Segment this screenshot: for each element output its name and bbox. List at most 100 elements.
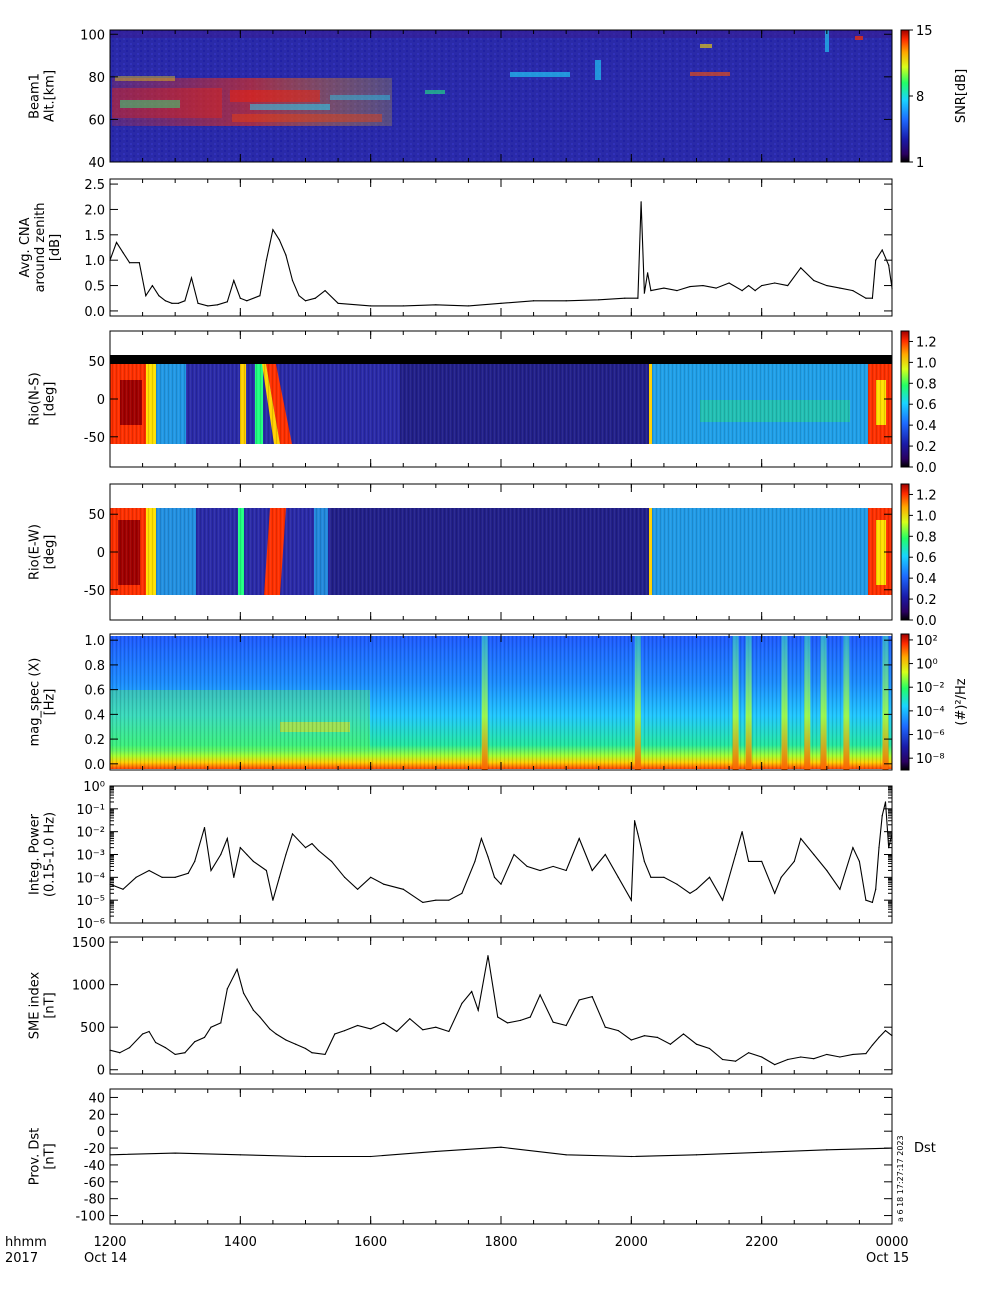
integ-power-data-point [689, 892, 691, 894]
sme-index-data-point [259, 1016, 261, 1018]
sme-index-data-point [682, 1033, 685, 1035]
cna-data-point [177, 302, 180, 304]
cna-data-point [598, 299, 600, 301]
integ-power-data-point [239, 847, 241, 849]
cna-data-point [265, 259, 267, 261]
sme-index-data-point [435, 1026, 437, 1028]
cna-data-point [839, 287, 841, 289]
prov-dst-ytick-label: -80 [84, 1193, 105, 1208]
cna-data-point [774, 282, 776, 284]
rio-ns-colorbar-label: 0.2 [916, 440, 937, 455]
integ-power-data-point [881, 815, 883, 817]
rio-ew-colorbar-label: 1.2 [916, 488, 937, 503]
integ-power-data-point [226, 837, 228, 840]
time-tick-label: 2000 [615, 1235, 648, 1250]
mag-spec-burst [781, 636, 788, 770]
beam1-colorbar-label: 8 [916, 90, 924, 105]
integ-power-data-point [291, 833, 294, 835]
cna-data-point [233, 279, 235, 282]
beam1-ytick-label: 40 [88, 156, 105, 171]
rio-ns-colorbar-label: 1.0 [916, 356, 937, 371]
cna-data-point [500, 302, 502, 304]
rio-ew-ytick-label: 0 [97, 546, 105, 561]
beam1-colorbar: 1 8 15 SNR[dB] [900, 24, 969, 171]
cna-data-point [272, 229, 274, 231]
integ-power-data-point [246, 853, 248, 856]
cna-data-point [640, 201, 642, 203]
integ-power-ytick-label: 10⁻¹ [76, 803, 105, 818]
rio-ew-colorbar-label: 1.0 [916, 509, 937, 524]
rio-ns-colorbar-label: 0.0 [916, 461, 937, 476]
integ-power-data-point [233, 876, 235, 878]
integ-power-data-point [875, 888, 877, 890]
integ-power-data-point [357, 888, 359, 890]
sme-index-data-point [383, 1022, 385, 1024]
integ-power-data-point [708, 876, 711, 878]
rio-ns-ytick-label: 50 [88, 355, 105, 370]
integ-power-data-point [813, 853, 815, 856]
sme-index-data-point [370, 1028, 372, 1030]
integ-power-ylabel: Integ. Power [28, 813, 43, 895]
beam1-colorbar-ramp [900, 29, 910, 163]
integ-power-data-point [884, 801, 887, 803]
integ-power-data-point [265, 869, 267, 872]
rio-ns-colorbar-label: 0.8 [916, 377, 937, 392]
sme-index-panel: 0 500 1000 1500 SME index [nT] [28, 936, 893, 1079]
integ-power-data-point [422, 901, 424, 903]
cna-ytick-label: 0.0 [84, 305, 105, 320]
integ-power-data-point [676, 883, 678, 885]
cna-data-point [741, 290, 743, 292]
integ-power-data-point [578, 837, 580, 840]
mag-spec-ytick-label: 0.2 [84, 733, 105, 748]
cna-data-point [298, 295, 300, 297]
cna-data-point [728, 282, 730, 284]
sme-index-data-point [128, 1047, 131, 1049]
mag-spec-colorbar-label: 10⁻⁶ [916, 729, 945, 744]
sme-index-ytick-label: 1500 [72, 936, 105, 951]
cna-data-point [122, 251, 124, 254]
integ-power-data-point [826, 869, 828, 872]
sme-index-data-point [865, 1052, 867, 1055]
sme-index-data-point [236, 968, 238, 970]
sme-index-data-point [878, 1036, 880, 1039]
time-tick-label: 1200 [93, 1235, 126, 1250]
rio-ew-colorbar-label: 0.2 [916, 593, 937, 608]
integ-power-data-point [865, 899, 867, 901]
integ-power-ytick-label: 10⁻⁵ [76, 894, 105, 909]
integ-power-data-point [161, 876, 163, 878]
sme-index-data-point [708, 1047, 711, 1050]
sme-index-data-point [194, 1041, 196, 1043]
sme-index-data-point [174, 1053, 176, 1056]
prov-dst-ytick-label: -40 [84, 1159, 105, 1174]
mag-spec-burst [820, 636, 827, 770]
cna-data-point [875, 259, 877, 261]
rio-ns-ylabel: [deg] [43, 382, 58, 417]
time-axis-unit-label: hhmm [5, 1235, 47, 1250]
integ-power-data-point [210, 869, 212, 872]
sme-index-data-point [148, 1030, 150, 1033]
end-date-label: Oct 15 [866, 1251, 909, 1266]
prov-dst-ytick-label: -100 [75, 1210, 105, 1225]
rio-ns-ytick-label: 0 [97, 393, 105, 408]
cna-ytick-label: 1.5 [84, 229, 105, 244]
integ-power-ytick-label: 10⁰ [83, 780, 105, 795]
sme-index-data-point [275, 1033, 277, 1035]
integ-power-data-point [480, 837, 483, 840]
mag-spec-burst [481, 636, 488, 770]
rio-ew-ylabel: [deg] [43, 535, 58, 570]
integ-power-data-point [735, 853, 737, 856]
sme-index-data-point [203, 1036, 206, 1039]
integ-power-data-point [748, 860, 750, 862]
rio-ew-colorbar: 0.0 0.2 0.4 0.6 0.8 1.0 1.2 [900, 483, 937, 629]
sme-index-data-point [774, 1064, 776, 1066]
prov-dst-ylabel: Prov. Dst [28, 1128, 43, 1185]
sme-index-data-point [519, 1019, 522, 1021]
integ-power-data-point [370, 876, 372, 878]
cna-data-point [650, 290, 652, 292]
mag-spec-burst [843, 636, 850, 770]
sme-index-data-point [344, 1030, 346, 1032]
cna-data-point [158, 295, 160, 297]
rio-ew-ylabel: Rio(E-W) [28, 524, 43, 580]
cna-data-point [207, 305, 209, 307]
rio-ew-colorbar-label: 0.4 [916, 572, 937, 587]
